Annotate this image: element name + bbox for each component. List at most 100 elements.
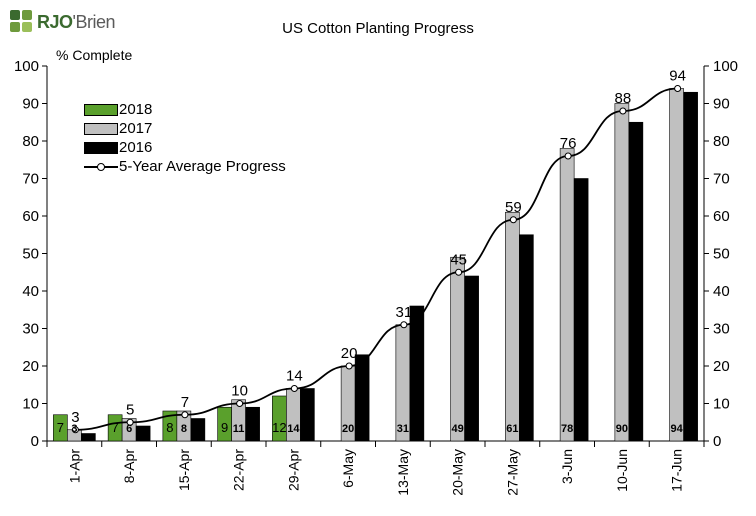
legend-label-average: 5-Year Average Progress bbox=[119, 158, 286, 175]
bar-label-2017: 20 bbox=[342, 423, 354, 435]
y-tick-label-left: 70 bbox=[22, 171, 39, 188]
y-tick-label-left: 0 bbox=[31, 433, 39, 450]
average-point bbox=[619, 107, 627, 115]
logo-icon bbox=[10, 10, 34, 34]
average-point bbox=[509, 216, 517, 224]
average-line bbox=[71, 85, 682, 434]
bar-label-2018: 8 bbox=[166, 420, 173, 435]
average-point bbox=[345, 362, 353, 370]
x-tick-label: 1-Apr bbox=[66, 449, 82, 484]
y-tick-label-right: 90 bbox=[713, 96, 730, 113]
bar-2016 bbox=[464, 275, 479, 442]
y-tick-label-left: 50 bbox=[22, 246, 39, 263]
average-label: 31 bbox=[396, 304, 413, 321]
legend-swatch-2018 bbox=[84, 103, 118, 116]
bar-label-2017: 6 bbox=[126, 423, 132, 435]
y-tick-label-right: 100 bbox=[713, 58, 738, 75]
legend-item-2018: 2018 bbox=[84, 100, 286, 119]
y-tick-label-right: 60 bbox=[713, 208, 730, 225]
bar-2016 bbox=[628, 121, 644, 442]
average-point bbox=[236, 400, 244, 407]
x-tick-label: 20-May bbox=[450, 449, 466, 496]
y-tick-label-right: 0 bbox=[713, 433, 721, 450]
axes: 0 0 10 10 20 20 30 30 40 40 50 50 60 60 70 70 80 80 90 90 10… bbox=[14, 58, 738, 496]
average-point bbox=[126, 418, 134, 426]
bar-label-2018: 7 bbox=[57, 420, 64, 435]
y-tick-label-left: 20 bbox=[22, 358, 39, 375]
y-tick-label-right: 50 bbox=[713, 246, 730, 263]
average-label: 3 bbox=[71, 409, 79, 426]
y-tick-label-right: 40 bbox=[713, 283, 730, 300]
x-tick-label: 22-Apr bbox=[231, 449, 247, 491]
logo-text: RJO'Brien bbox=[37, 12, 115, 33]
bar-label-2017: 3 bbox=[71, 423, 77, 435]
bar-2016 bbox=[300, 388, 315, 442]
average-point bbox=[400, 321, 408, 329]
bar-label-2017: 31 bbox=[397, 423, 409, 435]
x-tick-label: 27-May bbox=[504, 449, 520, 496]
average-label: 7 bbox=[181, 394, 189, 411]
bar-label-2018: 9 bbox=[221, 420, 228, 435]
bar-2017 bbox=[614, 103, 630, 442]
bar-2016 bbox=[573, 178, 589, 442]
bar-label-2017: 90 bbox=[616, 423, 628, 435]
y-axis-title: % Complete bbox=[56, 47, 133, 63]
average-point bbox=[564, 152, 572, 160]
bar-2017 bbox=[450, 256, 465, 442]
bar-label-2017: 61 bbox=[506, 423, 518, 435]
legend-label-2017: 2017 bbox=[119, 120, 153, 137]
bar-2017 bbox=[559, 148, 575, 442]
bar-2016 bbox=[409, 305, 425, 442]
legend-label-2016: 2016 bbox=[119, 139, 153, 156]
average-label: 14 bbox=[286, 368, 303, 385]
y-tick-label-left: 10 bbox=[22, 396, 39, 413]
bar-2016 bbox=[683, 91, 698, 442]
brand-logo: RJO'Brien bbox=[10, 10, 115, 34]
y-tick-label-left: 100 bbox=[14, 58, 39, 75]
average-label: 94 bbox=[669, 68, 686, 85]
y-tick-label-right: 80 bbox=[713, 133, 730, 150]
average-point bbox=[181, 411, 189, 419]
bar-2016 bbox=[190, 418, 206, 442]
bar-label-2017: 8 bbox=[181, 423, 187, 435]
average-label: 20 bbox=[341, 345, 358, 362]
legend-label-2018: 2018 bbox=[119, 101, 153, 118]
x-tick-label: 29-Apr bbox=[285, 449, 301, 491]
y-tick-label-left: 30 bbox=[22, 321, 39, 338]
bar-2016 bbox=[135, 425, 151, 442]
x-tick-label: 3-Jun bbox=[559, 449, 575, 484]
bar-label-2017: 14 bbox=[287, 423, 300, 435]
y-tick-label-left: 90 bbox=[22, 96, 39, 113]
x-tick-label: 15-Apr bbox=[176, 449, 192, 491]
data-labels: 7 7 8 9 123 6 8 11 14 20 31 49 61 78 90 943 5 71014203145… bbox=[57, 68, 686, 436]
bar-label-2018: 7 bbox=[112, 420, 119, 435]
y-tick-label-right: 70 bbox=[713, 171, 730, 188]
average-label: 76 bbox=[560, 135, 577, 152]
legend-item-2017: 2017 bbox=[84, 119, 286, 138]
y-tick-label-left: 40 bbox=[22, 283, 39, 300]
bar-2017 bbox=[669, 88, 684, 442]
x-tick-label: 8-Apr bbox=[121, 449, 137, 484]
legend: 2018 2017 2016 5-Year Average Progress bbox=[84, 100, 286, 176]
average-point bbox=[290, 385, 298, 392]
legend-line-icon bbox=[84, 161, 118, 173]
y-tick-label-left: 60 bbox=[22, 208, 39, 225]
average-label: 45 bbox=[450, 251, 467, 268]
bar-2018 bbox=[53, 414, 68, 442]
logo-text-main: RJO bbox=[37, 11, 73, 32]
logo-text-rest: 'Brien bbox=[72, 11, 116, 32]
y-tick-label-right: 30 bbox=[713, 321, 730, 338]
legend-item-2016: 2016 bbox=[84, 138, 286, 157]
average-label: 59 bbox=[505, 199, 522, 216]
average-label: 88 bbox=[615, 90, 632, 107]
average-point bbox=[674, 85, 682, 92]
y-tick-label-left: 80 bbox=[22, 133, 39, 150]
average-label: 5 bbox=[126, 401, 134, 418]
bar-label-2017: 78 bbox=[561, 423, 573, 435]
bar-2016 bbox=[81, 433, 96, 442]
average-point bbox=[455, 268, 463, 276]
bar-label-2017: 94 bbox=[671, 423, 684, 435]
bar-label-2017: 11 bbox=[233, 423, 245, 435]
bars bbox=[53, 88, 698, 442]
